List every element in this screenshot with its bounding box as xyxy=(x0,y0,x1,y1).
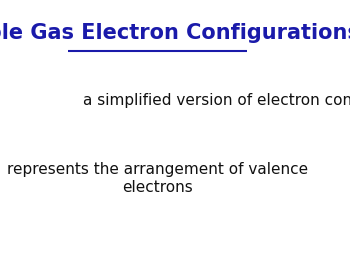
Text: represents the arrangement of valence
electrons: represents the arrangement of valence el… xyxy=(7,162,308,195)
Text: Noble Gas Electron Configurations: Noble Gas Electron Configurations xyxy=(0,23,350,43)
Text: a simplified version of electron configurations: a simplified version of electron configu… xyxy=(83,93,350,108)
